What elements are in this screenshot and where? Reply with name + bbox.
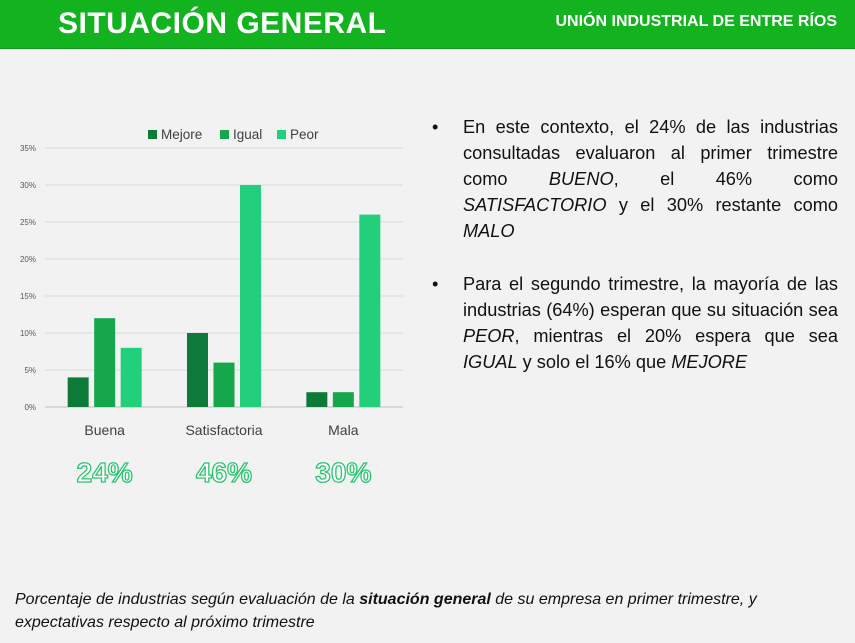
y-axis-ticks: 0% 5% 10% 15% 20% 25% 30% 35% bbox=[20, 144, 36, 412]
bullet-text: Para el segundo trimestre, la mayoría de… bbox=[463, 274, 838, 372]
bullet-text-part: SATISFACTORIO bbox=[463, 195, 607, 215]
bar-igual bbox=[94, 318, 116, 407]
header-bar: SITUACIÓN GENERAL UNIÓN INDUSTRIAL DE EN… bbox=[0, 0, 855, 49]
legend-swatch bbox=[277, 130, 286, 139]
bullet-text-part: , mientras el 20% espera que sea bbox=[514, 326, 838, 346]
bullet-list: • En este contexto, el 24% de las indust… bbox=[432, 114, 838, 402]
legend-swatch bbox=[148, 130, 157, 139]
legend-swatch bbox=[220, 130, 229, 139]
y-tick-label: 10% bbox=[20, 329, 36, 338]
category-label: Mala bbox=[328, 422, 359, 438]
y-tick-label: 20% bbox=[20, 255, 36, 264]
category-total-label: 24% bbox=[77, 457, 133, 488]
bar-mejore bbox=[187, 333, 208, 407]
y-tick-label: 5% bbox=[24, 366, 36, 375]
bar-igual bbox=[332, 392, 354, 407]
bullet-text-part: , el 46% como bbox=[613, 169, 839, 189]
bar-mejore bbox=[67, 377, 89, 407]
x-axis-categories: Buena Satisfactoria Mala bbox=[84, 422, 358, 438]
y-tick-label: 30% bbox=[20, 181, 36, 190]
bar-peor bbox=[120, 347, 142, 407]
bullet-text-part: IGUAL bbox=[463, 352, 518, 372]
bullet-text-part: y el 30% restante como bbox=[606, 195, 838, 215]
bullet-text: En este contexto, el 24% de las industri… bbox=[463, 117, 838, 241]
bar-peor bbox=[359, 214, 381, 407]
category-total-label: 30% bbox=[315, 457, 371, 488]
bullet-text-part: Para el segundo trimestre, la mayoría de… bbox=[463, 274, 838, 320]
bullet-item: • En este contexto, el 24% de las indust… bbox=[432, 114, 838, 244]
bar-igual bbox=[213, 362, 235, 407]
bullet-text-part: BUENO bbox=[548, 169, 614, 189]
y-tick-label: 15% bbox=[20, 292, 36, 301]
bullet-item: • Para el segundo trimestre, la mayoría … bbox=[432, 271, 838, 375]
y-tick-label: 0% bbox=[24, 403, 36, 412]
bullet-dot: • bbox=[432, 117, 439, 137]
bullet-text-part: MALO bbox=[463, 221, 515, 241]
bar-peor bbox=[240, 185, 261, 407]
bullet-dot: • bbox=[432, 274, 439, 294]
bullet-text-part: En este contexto, el 24% de las industri… bbox=[463, 117, 838, 189]
legend-label: Mejore bbox=[161, 127, 202, 142]
category-label: Buena bbox=[84, 422, 125, 438]
organization-name: UNIÓN INDUSTRIAL DE ENTRE RÍOS bbox=[555, 13, 838, 30]
category-totals: 24% 46% 30% bbox=[76, 456, 372, 488]
y-tick-label: 25% bbox=[20, 218, 36, 227]
bullet-text-part: PEOR bbox=[463, 326, 515, 346]
chart-caption: Porcentaje de industrias según evaluació… bbox=[15, 588, 845, 634]
legend-label: Igual bbox=[233, 127, 262, 142]
caption-emphasis: situación general bbox=[359, 591, 491, 608]
legend-label: Peor bbox=[290, 127, 319, 142]
caption-text: de su empresa en primer trimestre, y exp… bbox=[15, 591, 757, 631]
category-total-label: 46% bbox=[196, 457, 252, 488]
situation-bar-chart: 0% 5% 10% 15% 20% 25% 30% 35% Buena Satisfactori… bbox=[20, 127, 403, 489]
category-label: Satisfactoria bbox=[185, 422, 262, 438]
chart-legend: Mejore Igual Peor bbox=[148, 127, 319, 142]
bullet-text-part: MEJORE bbox=[671, 352, 748, 372]
chart-bars bbox=[67, 185, 381, 407]
bar-mejore bbox=[306, 392, 328, 407]
page-title: SITUACIÓN GENERAL bbox=[58, 7, 387, 40]
bullet-text-part: y solo el 16% que bbox=[517, 352, 672, 372]
caption-text: Porcentaje de industrias según evaluació… bbox=[15, 591, 360, 608]
y-tick-label: 35% bbox=[20, 144, 36, 153]
